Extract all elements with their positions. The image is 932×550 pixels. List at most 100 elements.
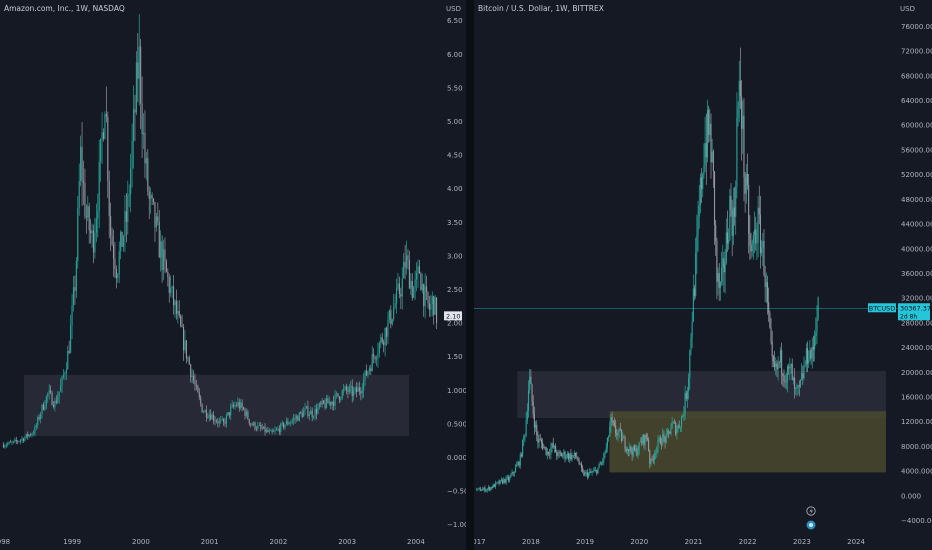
- candle-body: [724, 262, 726, 273]
- candle-body: [203, 412, 205, 413]
- candle-body: [102, 132, 105, 140]
- candle-body: [253, 422, 255, 426]
- price-zone-0[interactable]: [24, 374, 410, 436]
- candle-body: [233, 404, 235, 407]
- lightning-icon[interactable]: [806, 506, 816, 516]
- candle-body: [572, 455, 574, 456]
- candle-body: [14, 439, 16, 442]
- candle-body: [755, 229, 757, 244]
- y-tick-label: −4000.000: [901, 517, 932, 525]
- candle-body: [616, 433, 618, 436]
- candle-body: [95, 218, 97, 233]
- candle-body: [718, 273, 720, 288]
- candle-body: [377, 352, 379, 359]
- candle-body: [17, 441, 19, 442]
- candle-body: [200, 397, 202, 404]
- candle-body: [684, 392, 686, 414]
- candle-body: [65, 369, 67, 374]
- candle-body: [664, 437, 666, 443]
- candle-body: [711, 151, 713, 163]
- candle-body: [77, 207, 79, 262]
- candle-body: [371, 354, 373, 372]
- candle-body: [161, 241, 163, 270]
- candle-body: [751, 243, 753, 252]
- candle-body: [333, 401, 335, 406]
- candle-body: [619, 428, 621, 430]
- last-price-box[interactable]: [444, 311, 462, 321]
- bitcoin-chart-pane[interactable]: Bitcoin / U.S. Dollar, 1W, BITTREX USD 76…: [474, 0, 932, 550]
- candle-body: [745, 173, 747, 194]
- candle-body: [492, 484, 494, 488]
- candle-body: [208, 414, 210, 418]
- candle-body: [101, 132, 103, 139]
- candle-body: [699, 177, 701, 206]
- price-zone-0[interactable]: [517, 371, 886, 419]
- candle-body: [701, 177, 703, 189]
- candle-body: [693, 288, 696, 296]
- candle-body: [227, 412, 229, 416]
- last-price-box[interactable]: [898, 303, 930, 321]
- candle-body: [610, 417, 612, 427]
- candle-body: [305, 406, 308, 408]
- amazon-chart-pane[interactable]: Amazon.com, Inc., 1W, NASDAQ USD 6.50 6.00…: [0, 0, 466, 550]
- candle-body: [147, 158, 149, 192]
- candle-body: [45, 396, 47, 407]
- candle-body: [801, 373, 803, 380]
- candle-body: [137, 62, 139, 79]
- candle-body: [525, 420, 527, 436]
- candle-body: [617, 432, 619, 436]
- candle-body: [485, 490, 487, 492]
- candle-body: [791, 363, 793, 381]
- y-tick-label: 52000.000: [901, 171, 932, 179]
- y-tick-label: 0.0000: [447, 454, 466, 462]
- candle-body: [328, 401, 330, 404]
- bitcoin-chart-svg[interactable]: USD 76000.000 72000.000 68000.000 64000.000 6…: [474, 0, 932, 550]
- amazon-chart-svg[interactable]: USD 6.50 6.00 5.50 5.00 4.50 4.00 3.50 3.00 2.50 2…: [0, 0, 466, 550]
- candle-body: [416, 272, 418, 280]
- candle-body: [215, 421, 217, 422]
- candle-body: [417, 266, 419, 273]
- symbol-label-box[interactable]: [868, 303, 896, 313]
- candle-body: [580, 463, 583, 469]
- candle-body: [430, 303, 432, 310]
- candle-body: [88, 206, 90, 231]
- exchange-logo-icon[interactable]: [806, 520, 816, 530]
- pane-divider[interactable]: [466, 0, 474, 550]
- candle-body: [7, 443, 9, 446]
- candle-body: [85, 216, 87, 218]
- candle-body: [383, 342, 385, 346]
- candle-body: [57, 397, 59, 403]
- candle-body: [160, 241, 162, 258]
- y-tick-label: 5.50: [447, 84, 463, 92]
- candle-body: [576, 456, 578, 458]
- candle-body: [151, 194, 153, 199]
- candle-body: [545, 447, 547, 455]
- candle-body: [792, 377, 794, 381]
- candle-body: [142, 132, 145, 135]
- candle-body: [182, 326, 185, 351]
- candle-body: [187, 357, 189, 359]
- candle-body: [681, 416, 683, 427]
- candle-body: [317, 407, 319, 414]
- price-zone-1[interactable]: [609, 411, 886, 473]
- candle-body: [264, 426, 266, 433]
- y-tick-label: 56000.000: [901, 146, 932, 154]
- candle-body: [591, 472, 593, 473]
- candle-body: [148, 191, 150, 199]
- candle-body: [631, 451, 633, 456]
- y-tick-label: 44000.000: [901, 221, 932, 229]
- candle-body: [428, 303, 430, 310]
- candle-body: [117, 274, 119, 278]
- candle-body: [560, 453, 563, 457]
- candle-body: [710, 123, 712, 163]
- currency-label: USD: [446, 5, 461, 13]
- candle-body: [60, 385, 62, 392]
- candle-body: [752, 234, 754, 244]
- candle-body: [354, 387, 356, 391]
- candle-body: [150, 194, 152, 199]
- y-tick-label: 3.50: [447, 219, 463, 227]
- candle-body: [270, 430, 272, 432]
- candle-body: [395, 288, 398, 304]
- candle-body: [110, 216, 112, 236]
- candle-body: [31, 433, 33, 436]
